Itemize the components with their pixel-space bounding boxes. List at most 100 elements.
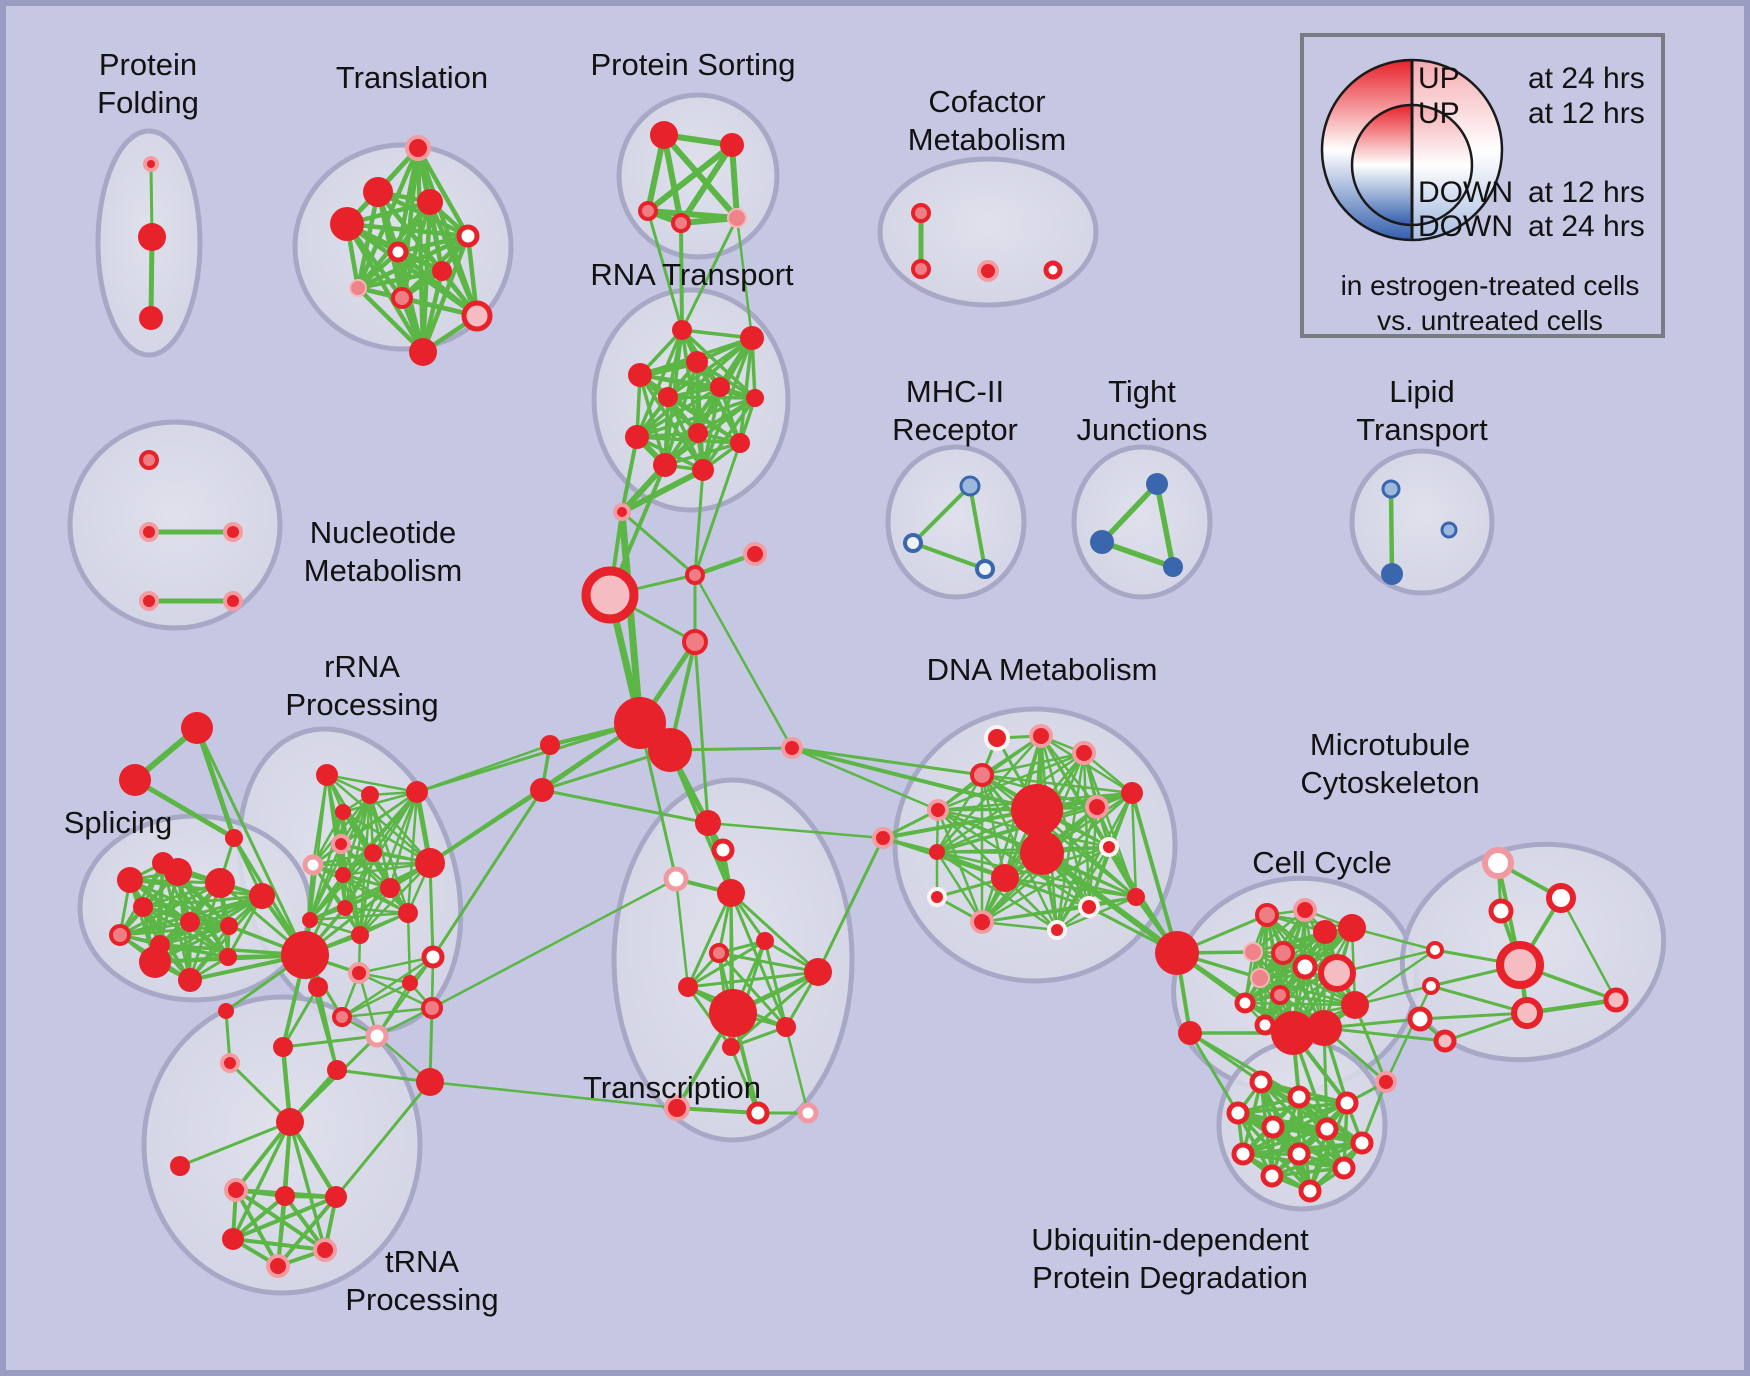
- node-SP7: [133, 897, 153, 917]
- node-D7: [1011, 784, 1063, 836]
- node-T4: [456, 224, 480, 248]
- edge: [231, 1195, 338, 1241]
- node-SP6: [205, 868, 235, 898]
- edge: [231, 1120, 292, 1241]
- edge: [415, 743, 552, 794]
- node-TJ1: [1090, 530, 1114, 554]
- edge: [395, 233, 471, 255]
- node-CC8: [1250, 968, 1270, 988]
- edge: [618, 508, 644, 727]
- edge: [693, 640, 710, 825]
- edge: [686, 891, 733, 989]
- edge: [431, 788, 544, 959]
- edge: [729, 891, 820, 974]
- legend-caption-line1: in estrogen-treated cells: [1341, 270, 1640, 301]
- node-C2: [743, 542, 767, 566]
- cluster-label-rrna-processing: rRNA Processing: [285, 649, 438, 722]
- edge: [195, 726, 307, 957]
- node-SP4: [117, 867, 143, 893]
- edge: [729, 970, 820, 1049]
- edge: [308, 851, 375, 922]
- node-R8: [380, 878, 400, 898]
- node-D19: [1155, 931, 1199, 975]
- node-CC7: [1318, 954, 1356, 992]
- node-R5: [302, 854, 324, 876]
- node-SP5: [164, 858, 192, 886]
- edge: [281, 985, 320, 1049]
- cluster-label-microtubule-cytoskeleton: Microtubule Cytoskeleton: [1300, 727, 1479, 800]
- edge: [763, 939, 788, 1029]
- node-SP2: [225, 829, 243, 847]
- cluster-label-transcription: Transcription: [583, 1070, 761, 1105]
- edge: [784, 1025, 810, 1115]
- node-TN4: [325, 1186, 347, 1208]
- cluster-label-trna-processing: tRNA Processing: [345, 1244, 498, 1317]
- node-RT4: [658, 387, 678, 407]
- node-PS0: [650, 121, 678, 149]
- edge: [935, 850, 984, 924]
- node-X7: [416, 1068, 444, 1096]
- edge: [228, 1061, 292, 1124]
- nodes: [109, 121, 1629, 1278]
- node-R12: [302, 912, 318, 928]
- cluster-ellipse-lipid-transport: [1349, 448, 1495, 596]
- node-NM1: [139, 522, 159, 542]
- edge: [406, 911, 412, 985]
- node-U0: [1249, 1070, 1273, 1094]
- node-C3: [682, 629, 708, 655]
- node-D3: [970, 763, 994, 787]
- edge: [334, 1080, 432, 1199]
- edge: [428, 788, 544, 865]
- node-NM0: [139, 450, 159, 470]
- edge: [661, 132, 740, 221]
- node-RT5: [710, 377, 730, 397]
- node-M1: [1546, 883, 1576, 913]
- node-PF0: [143, 156, 159, 172]
- edge: [1039, 850, 1180, 956]
- legend-glyph: [1320, 58, 1504, 242]
- edge: [1154, 481, 1176, 570]
- node-D0: [984, 725, 1010, 751]
- edge: [686, 970, 820, 989]
- node-CC5: [1271, 941, 1295, 965]
- edge: [693, 468, 705, 577]
- node-D10: [1085, 795, 1109, 819]
- node-SP15: [109, 924, 131, 946]
- edge: [646, 209, 684, 332]
- node-X3: [332, 1007, 352, 1027]
- edge: [693, 441, 742, 577]
- node-M4: [1422, 977, 1440, 995]
- node-TN3: [275, 1186, 295, 1206]
- legend-row-label: DOWN: [1418, 176, 1513, 209]
- edge: [717, 951, 788, 1029]
- edge: [729, 142, 740, 221]
- edge: [881, 808, 1039, 840]
- edge: [701, 396, 757, 472]
- node-MD0: [218, 1003, 234, 1019]
- node-D16: [1047, 920, 1067, 940]
- edge: [620, 510, 697, 577]
- node-M6: [1407, 1006, 1433, 1032]
- node-R14: [281, 931, 329, 979]
- legend-row-time: at 24 hrs: [1528, 62, 1645, 95]
- edge: [355, 268, 445, 291]
- edge: [706, 821, 885, 840]
- node-D2: [1072, 741, 1096, 765]
- node-TR0: [695, 810, 721, 836]
- node-R9: [415, 848, 445, 878]
- node-D17: [1127, 888, 1145, 906]
- node-M8: [1511, 997, 1543, 1029]
- node-TR13: [797, 1102, 819, 1124]
- node-R3: [335, 804, 351, 820]
- edge: [1350, 926, 1437, 952]
- node-TR6: [678, 977, 698, 997]
- legend-caption-line2: vs. untreated cells: [1377, 305, 1603, 336]
- node-TR4: [756, 932, 774, 950]
- node-TR3: [717, 879, 745, 907]
- edge: [968, 484, 987, 571]
- node-CC3: [1338, 914, 1366, 942]
- node-U5: [1315, 1117, 1339, 1141]
- edge: [729, 1045, 760, 1115]
